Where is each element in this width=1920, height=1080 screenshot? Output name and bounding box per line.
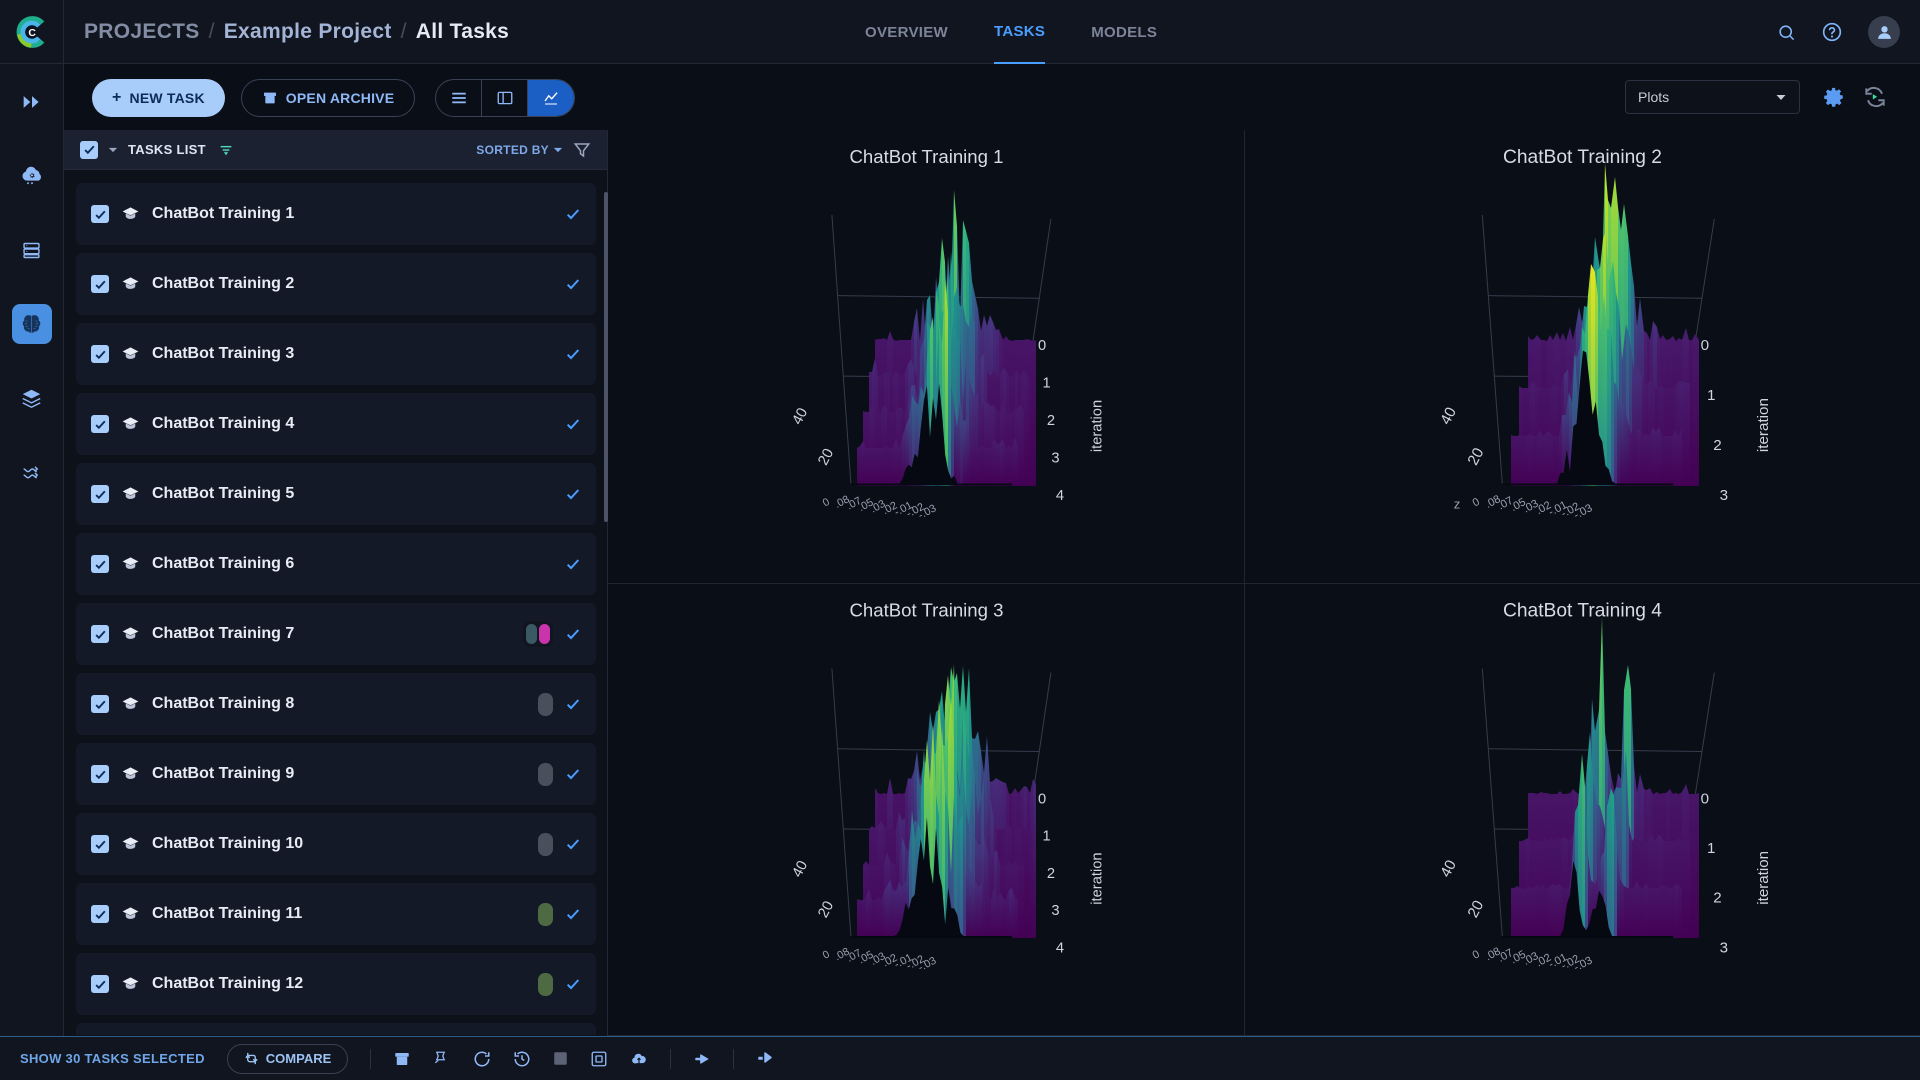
svg-text:z: z	[1454, 497, 1461, 512]
svg-text:40: 40	[790, 406, 812, 428]
svg-text:3: 3	[1720, 939, 1728, 956]
svg-text:0: 0	[1701, 337, 1709, 354]
svg-text:40: 40	[1437, 405, 1460, 428]
svg-text:iteration: iteration	[1090, 400, 1106, 452]
svg-text:20: 20	[1465, 898, 1488, 921]
svg-text:3: 3	[1051, 451, 1059, 467]
svg-text:2: 2	[1047, 866, 1055, 882]
svg-text:3: 3	[1051, 903, 1059, 919]
svg-text:ChatBot Training 1: ChatBot Training 1	[849, 146, 1003, 167]
svg-text:3: 3	[1720, 487, 1728, 504]
svg-text:2: 2	[1713, 437, 1721, 454]
svg-text:1: 1	[1043, 376, 1051, 392]
svg-text:2: 2	[1713, 890, 1721, 907]
svg-text:40: 40	[1437, 857, 1460, 880]
svg-text:0: 0	[821, 948, 832, 961]
svg-text:0: 0	[1471, 496, 1482, 509]
svg-text:1: 1	[1707, 387, 1715, 404]
svg-text:0: 0	[1701, 790, 1709, 807]
svg-text:1: 1	[1043, 829, 1051, 845]
svg-text:20: 20	[815, 899, 837, 921]
svg-text:4: 4	[1056, 488, 1064, 504]
svg-text:iteration: iteration	[1755, 398, 1772, 452]
svg-text:C: C	[28, 26, 36, 38]
svg-text:1: 1	[1707, 840, 1715, 857]
svg-text:ChatBot Training 2: ChatBot Training 2	[1503, 147, 1662, 168]
svg-text:40: 40	[790, 858, 812, 880]
svg-text:20: 20	[1465, 445, 1488, 468]
svg-text:ChatBot Training 3: ChatBot Training 3	[849, 600, 1003, 621]
svg-text:0: 0	[1471, 948, 1482, 961]
svg-text:2: 2	[1047, 413, 1055, 429]
svg-text:20: 20	[815, 446, 837, 468]
svg-text:iteration: iteration	[1755, 851, 1772, 905]
svg-text:ChatBot Training 4: ChatBot Training 4	[1503, 601, 1662, 622]
svg-text:iteration: iteration	[1090, 852, 1106, 904]
svg-text:0: 0	[1038, 338, 1046, 354]
svg-text:0: 0	[821, 496, 832, 509]
svg-text:4: 4	[1056, 940, 1064, 956]
svg-text:0: 0	[1038, 791, 1046, 807]
